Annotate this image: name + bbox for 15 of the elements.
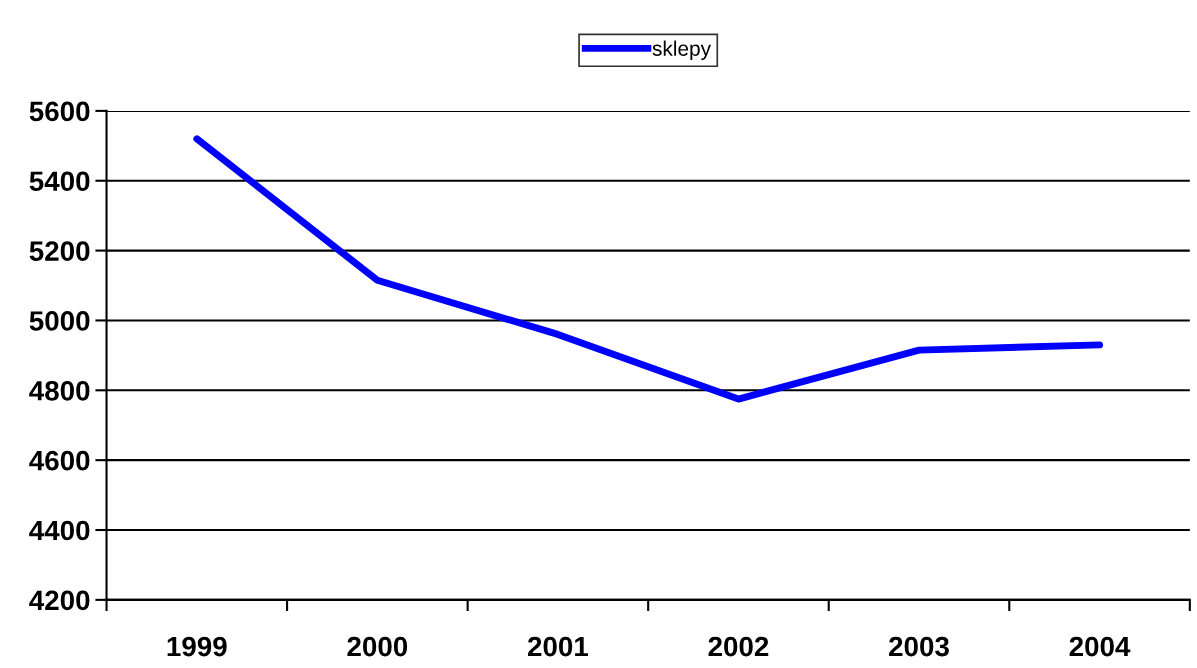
x-tick-label: 2004 [1069,636,1131,657]
y-tick-label: 4600 [29,450,90,471]
legend-label: sklepy [652,40,711,60]
x-tick-label: 2003 [889,636,949,657]
x-tick-label: 2001 [527,636,589,657]
x-tick-label: 2000 [347,636,408,657]
x-tick-label: 2002 [708,636,769,657]
y-tick-label: 5200 [29,241,90,261]
y-tick-label: 4800 [29,380,90,401]
y-tick-label: 5000 [29,311,90,331]
y-tick-label: 4400 [29,520,90,541]
x-tick-label: 1999 [167,636,227,657]
y-tick-label: 5600 [29,101,90,122]
y-tick-label: 5400 [29,171,90,192]
y-tick-label: 4200 [29,590,90,611]
